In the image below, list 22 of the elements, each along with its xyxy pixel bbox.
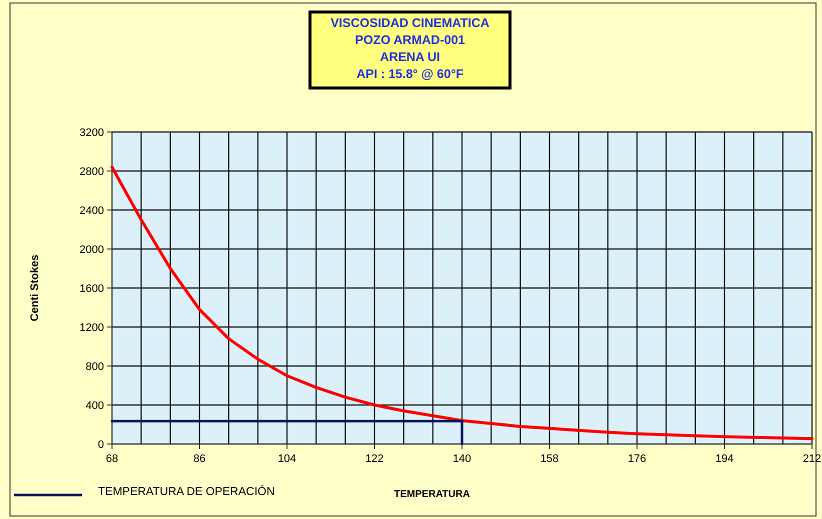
x-tick-label: 86: [193, 453, 206, 465]
x-tick-label: 140: [452, 453, 472, 465]
y-tick-label: 3200: [80, 126, 104, 139]
x-tick-label: 104: [278, 453, 296, 465]
y-tick-label: 1200: [80, 322, 104, 334]
y-tick-label: 400: [86, 400, 104, 412]
y-tick-label: 0: [98, 438, 104, 451]
y-tick-label: 2000: [80, 244, 104, 256]
text: TEMPERATURA DE OPERACIÓN: [98, 485, 275, 498]
line-series: [110, 166, 814, 440]
y-tick-label: 1600: [80, 282, 104, 295]
y-tick-label: 2800: [80, 166, 104, 178]
x-tick-label: 68: [106, 453, 118, 465]
x-axis-title: TEMPERATURA: [394, 489, 470, 500]
y-tick-label: 800: [86, 360, 104, 373]
y-axis-title: Centi Stokes: [29, 254, 41, 322]
x-tick-label: 122: [365, 453, 384, 465]
chart-title: VISCOSIDAD CINEMATICA POZO ARMAD-001 ARENA UI API : 15.8° @ 60°F: [330, 16, 490, 81]
x-tick-label: 158: [540, 453, 559, 465]
x-tick-label: 194: [715, 453, 734, 465]
x-tick-label: 176: [628, 453, 646, 465]
y-tick-label: 2400: [80, 204, 104, 217]
